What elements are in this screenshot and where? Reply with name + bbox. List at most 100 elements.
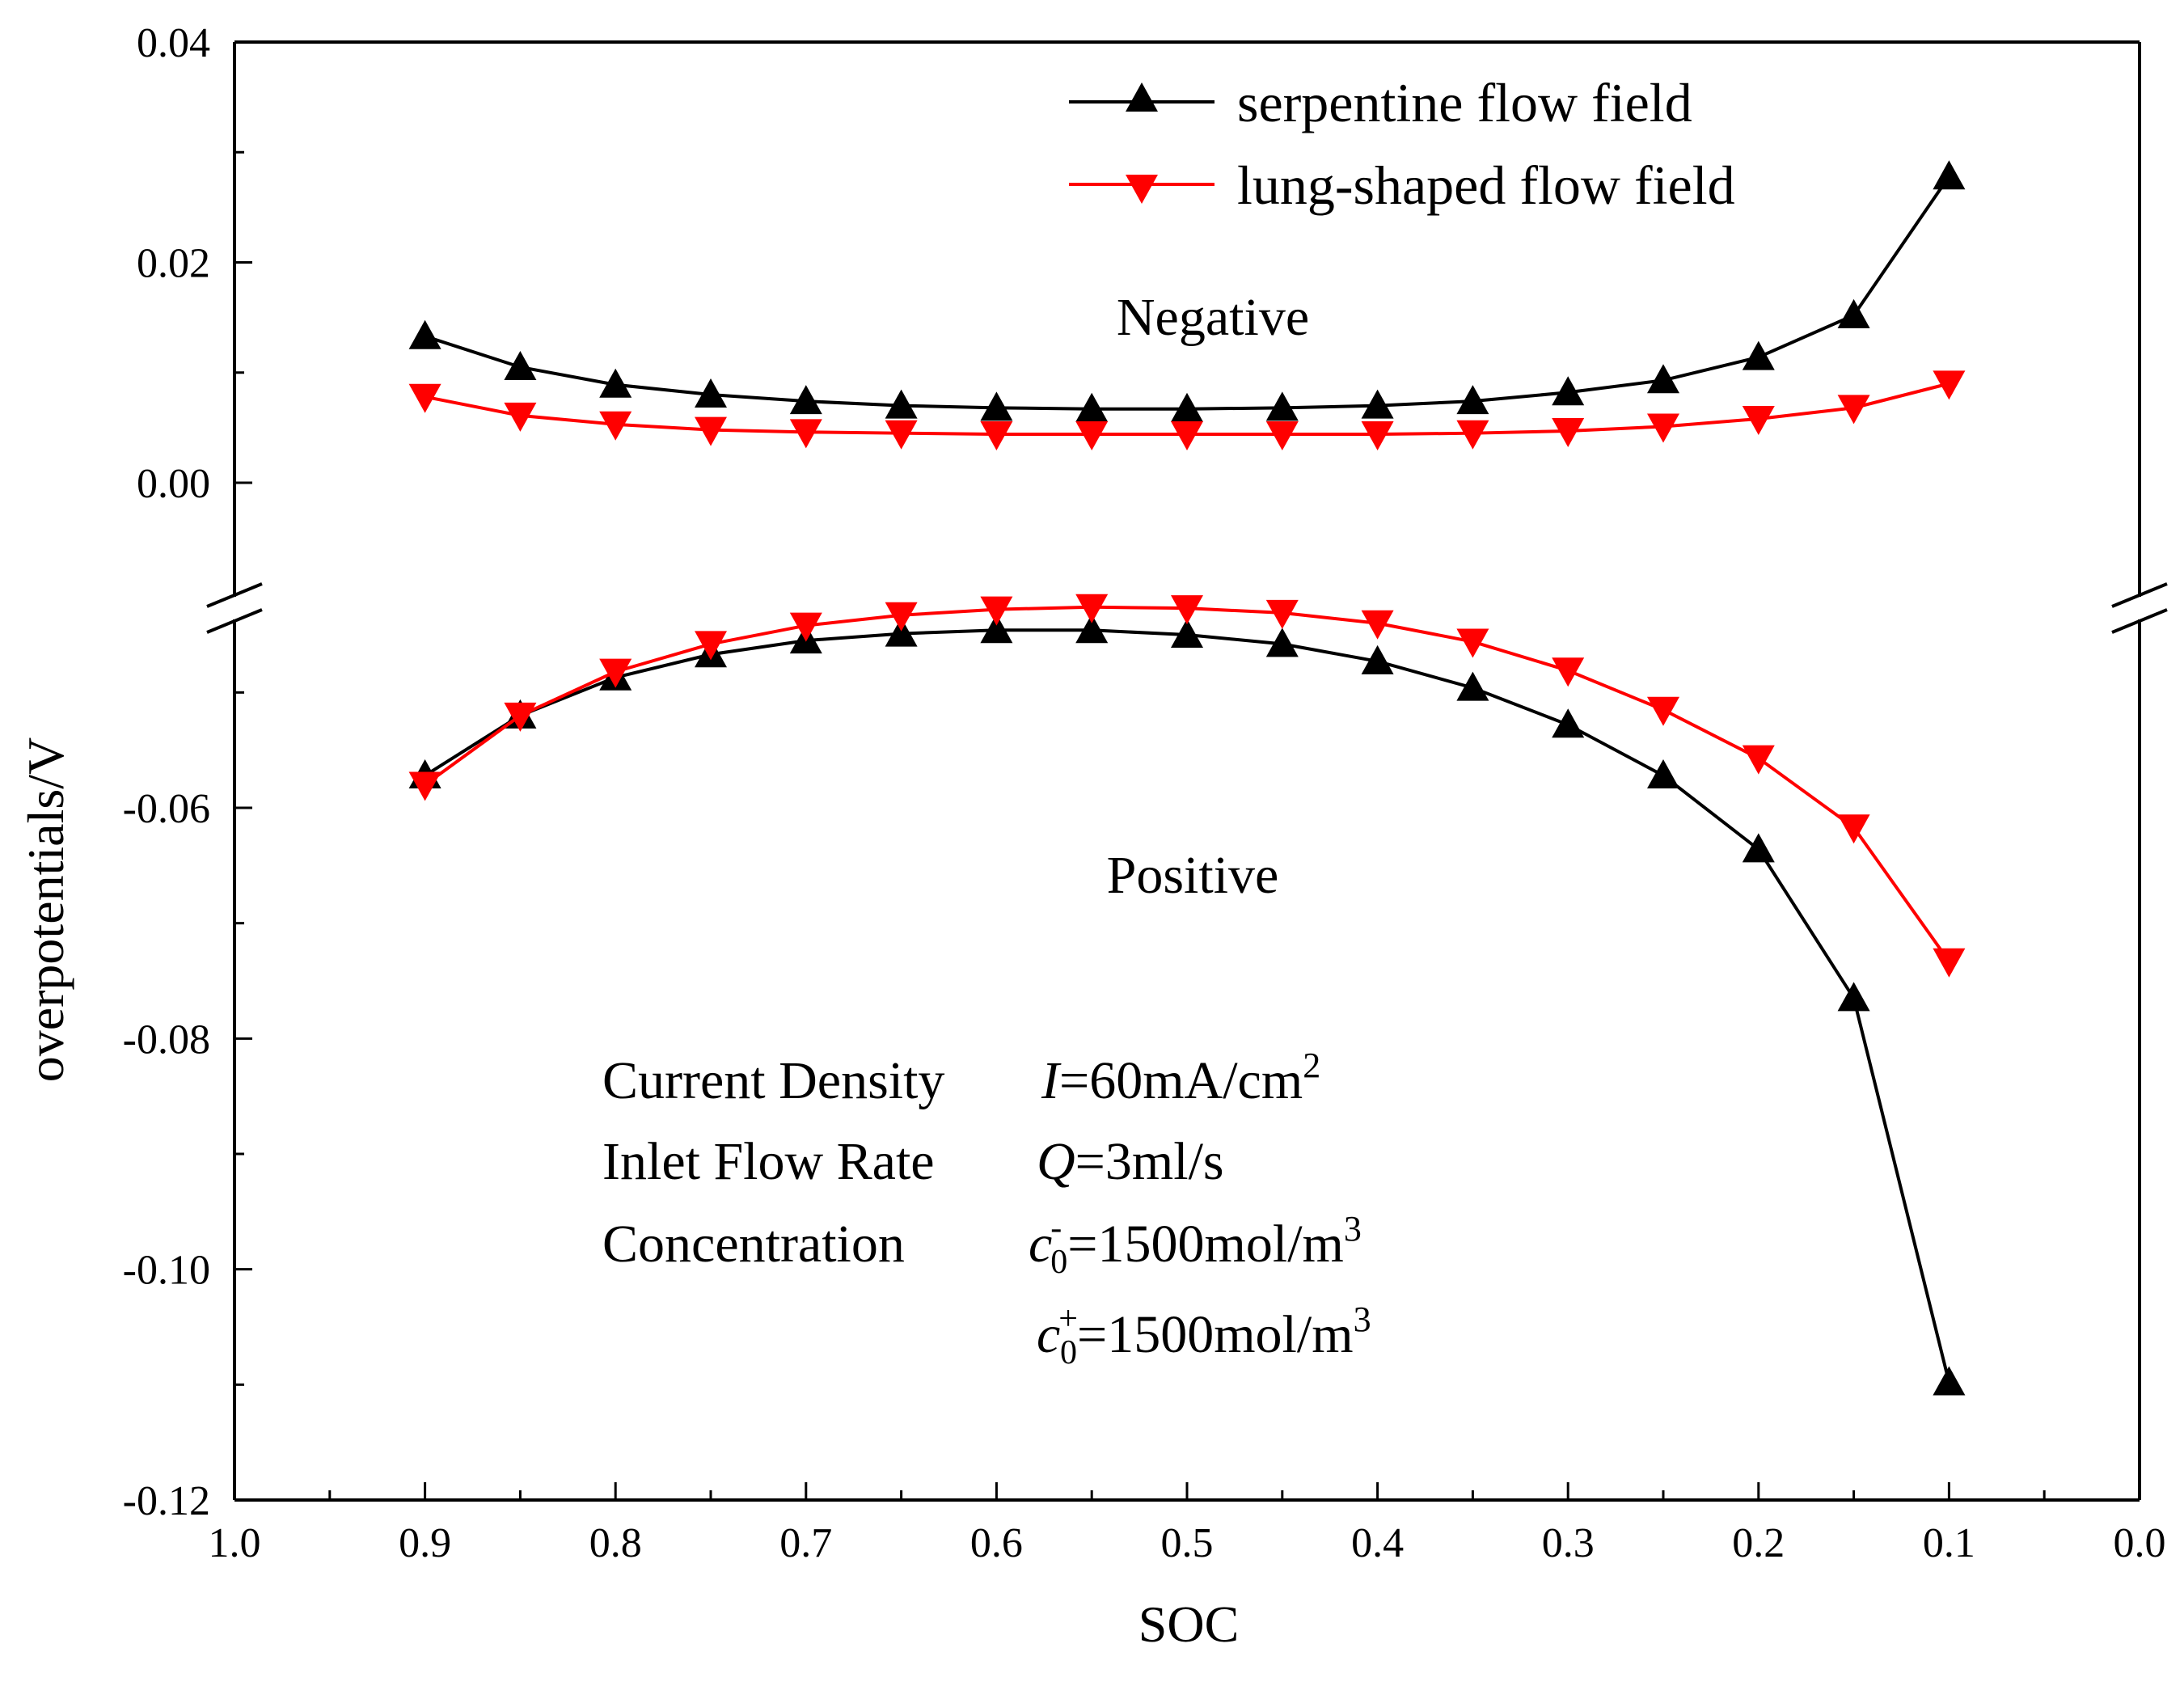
concentration-positive-value: c+ 0=1500mol/m3: [1037, 1299, 1371, 1371]
data-point-positive-serpentine-flow-field: [1361, 644, 1394, 674]
data-point-negative-lung-shaped-flow-field: [408, 383, 441, 413]
inlet-flow-label: Inlet Flow Rate: [602, 1132, 935, 1191]
data-point-negative-serpentine-flow-field: [1933, 160, 1966, 190]
x-axis-title: SOC: [1138, 1595, 1240, 1653]
data-point-positive-serpentine-flow-field: [1456, 671, 1489, 701]
data-point-positive-lung-shaped-flow-field: [1552, 657, 1585, 687]
y-axis-title: overpotentials/V: [17, 737, 74, 1083]
data-point-positive-serpentine-flow-field: [1075, 614, 1109, 644]
data-point-negative-serpentine-flow-field: [1361, 389, 1394, 419]
data-point-negative-lung-shaped-flow-field: [1742, 405, 1775, 435]
axes: [206, 40, 2168, 1502]
data-point-positive-lung-shaped-flow-field: [1171, 595, 1203, 625]
legend-label-serpentine: serpentine flow field: [1237, 72, 1692, 133]
data-point-positive-lung-shaped-flow-field: [599, 658, 632, 688]
data-point-negative-serpentine-flow-field: [1647, 364, 1679, 394]
data-point-negative-lung-shaped-flow-field: [1265, 421, 1299, 451]
x-tick-label: 0.8: [589, 1520, 642, 1566]
y-tick-label: -0.06: [123, 786, 210, 832]
y-tick-label: 0.02: [137, 241, 210, 287]
y-tick-label: -0.08: [123, 1016, 210, 1063]
y-tick-label: 0.04: [137, 20, 210, 66]
data-point-negative-serpentine-flow-field: [1742, 340, 1775, 370]
data-point-positive-lung-shaped-flow-field: [1456, 628, 1489, 658]
data-point-positive-lung-shaped-flow-field: [980, 596, 1013, 626]
data-point-negative-lung-shaped-flow-field: [1456, 420, 1489, 450]
data-point-negative-serpentine-flow-field: [695, 378, 727, 408]
data-point-negative-lung-shaped-flow-field: [695, 416, 727, 446]
series: [408, 160, 1966, 1396]
data-point-positive-lung-shaped-flow-field: [1075, 594, 1109, 623]
legend-marker-serpentine: [1126, 82, 1158, 112]
current-density-value: I=60mA/cm2: [1041, 1046, 1320, 1110]
x-tick-label: 0.7: [779, 1520, 832, 1566]
data-point-positive-lung-shaped-flow-field: [1837, 814, 1870, 844]
data-point-negative-serpentine-flow-field: [885, 389, 918, 419]
data-point-negative-lung-shaped-flow-field: [1171, 421, 1203, 451]
data-point-positive-lung-shaped-flow-field: [1742, 745, 1775, 775]
legend-marker-lung-shaped: [1126, 175, 1158, 204]
legend: serpentine flow field lung-shaped flow f…: [1069, 72, 1735, 216]
data-point-negative-lung-shaped-flow-field: [1361, 421, 1394, 451]
data-point-negative-serpentine-flow-field: [1837, 298, 1870, 328]
data-point-negative-lung-shaped-flow-field: [1933, 370, 1966, 400]
data-point-negative-lung-shaped-flow-field: [504, 402, 537, 432]
y-tick-label: -0.10: [123, 1248, 210, 1294]
concentration-label: Concentration: [602, 1215, 905, 1274]
data-point-negative-serpentine-flow-field: [1075, 392, 1109, 422]
inlet-flow-value: Q=3ml/s: [1037, 1132, 1224, 1191]
axis-break-mark: [2111, 608, 2168, 634]
data-point-negative-serpentine-flow-field: [1171, 392, 1203, 422]
data-point-positive-lung-shaped-flow-field: [504, 702, 537, 732]
axis-break-mark: [206, 582, 263, 608]
axis-break-mark: [2111, 582, 2168, 608]
data-point-positive-lung-shaped-flow-field: [1933, 948, 1966, 978]
conditions-annotation: Current Density I=60mA/cm2 Inlet Flow Ra…: [602, 1046, 1371, 1371]
data-point-negative-serpentine-flow-field: [1265, 391, 1299, 421]
data-point-negative-lung-shaped-flow-field: [599, 411, 632, 441]
x-tick-label: 0.6: [970, 1520, 1023, 1566]
x-tick-label: 0.2: [1732, 1520, 1785, 1566]
data-point-negative-serpentine-flow-field: [1456, 385, 1489, 415]
data-point-negative-lung-shaped-flow-field: [1075, 421, 1109, 451]
legend-label-lung-shaped: lung-shaped flow field: [1237, 154, 1735, 216]
data-point-positive-lung-shaped-flow-field: [408, 771, 441, 801]
x-tick-label: 0.4: [1351, 1520, 1404, 1566]
data-point-positive-serpentine-flow-field: [1552, 708, 1585, 738]
data-point-negative-serpentine-flow-field: [408, 319, 441, 349]
data-point-negative-serpentine-flow-field: [980, 391, 1013, 421]
positive-label: Positive: [1107, 846, 1279, 905]
x-tick-label: 0.1: [1923, 1520, 1975, 1566]
current-density-label: Current Density: [602, 1051, 944, 1110]
data-point-positive-lung-shaped-flow-field: [1361, 610, 1394, 640]
data-point-positive-serpentine-flow-field: [1265, 627, 1299, 657]
data-point-negative-lung-shaped-flow-field: [789, 419, 822, 449]
data-point-positive-serpentine-flow-field: [1742, 833, 1775, 863]
series-line-positive-lung-shaped-flow-field: [424, 605, 1951, 962]
x-tick-label: 1.0: [209, 1520, 261, 1566]
y-tick-label: 0.00: [137, 461, 210, 507]
data-point-positive-serpentine-flow-field: [1933, 1366, 1966, 1396]
data-point-positive-serpentine-flow-field: [1647, 759, 1679, 789]
data-point-positive-serpentine-flow-field: [1837, 982, 1870, 1012]
data-point-negative-serpentine-flow-field: [789, 385, 822, 415]
data-point-positive-lung-shaped-flow-field: [789, 612, 822, 642]
y-tick-label: -0.12: [123, 1478, 210, 1524]
data-point-negative-lung-shaped-flow-field: [980, 421, 1013, 451]
axis-break-mark: [206, 608, 263, 634]
x-tick-label: 0.0: [2114, 1520, 2166, 1566]
data-point-negative-lung-shaped-flow-field: [1552, 417, 1585, 447]
negative-label: Negative: [1117, 288, 1309, 347]
data-point-negative-serpentine-flow-field: [504, 350, 537, 380]
data-point-negative-serpentine-flow-field: [599, 368, 632, 398]
data-point-positive-serpentine-flow-field: [980, 614, 1013, 644]
data-point-positive-lung-shaped-flow-field: [1265, 599, 1299, 629]
data-point-negative-serpentine-flow-field: [1552, 376, 1585, 406]
data-point-negative-lung-shaped-flow-field: [1837, 395, 1870, 425]
data-point-negative-lung-shaped-flow-field: [885, 420, 918, 450]
tick-labels: 1.0 0.9 0.8 0.7 0.6 0.5 0.4 0.3 0.2 0.1 0.0 0.04 0.0…: [123, 20, 2166, 1566]
data-point-positive-lung-shaped-flow-field: [1647, 696, 1679, 726]
x-tick-label: 0.5: [1161, 1520, 1214, 1566]
data-point-positive-lung-shaped-flow-field: [885, 602, 918, 632]
